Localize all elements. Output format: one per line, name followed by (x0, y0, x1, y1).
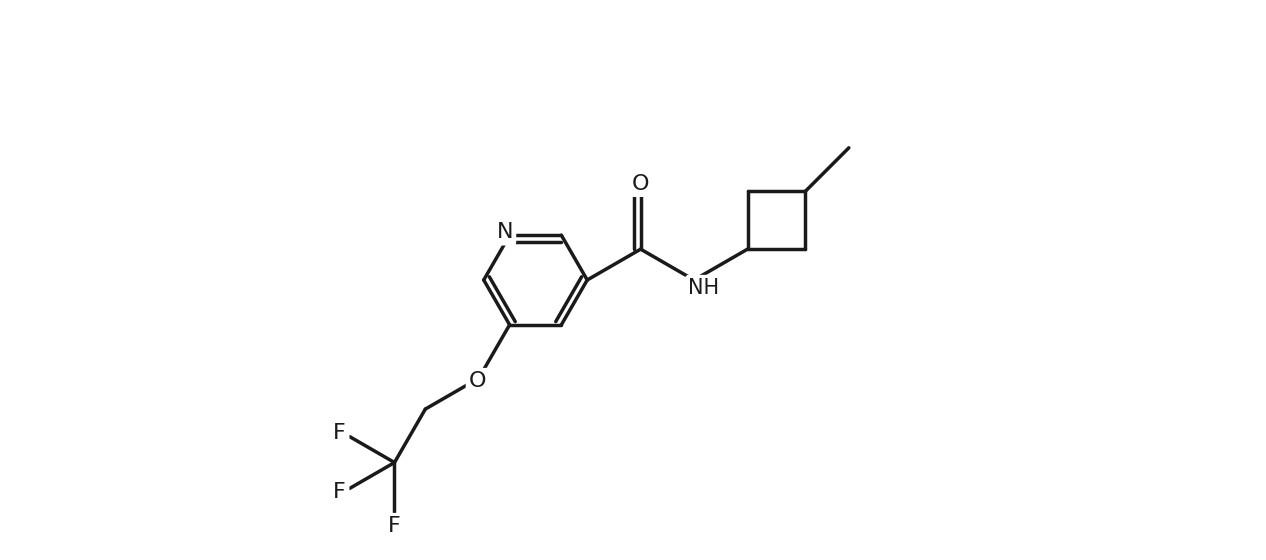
Text: N: N (496, 222, 513, 242)
Text: F: F (389, 516, 401, 536)
Text: F: F (333, 482, 346, 502)
Text: NH: NH (689, 278, 719, 298)
Text: O: O (468, 371, 486, 391)
Text: O: O (632, 174, 649, 194)
Text: F: F (333, 423, 346, 442)
